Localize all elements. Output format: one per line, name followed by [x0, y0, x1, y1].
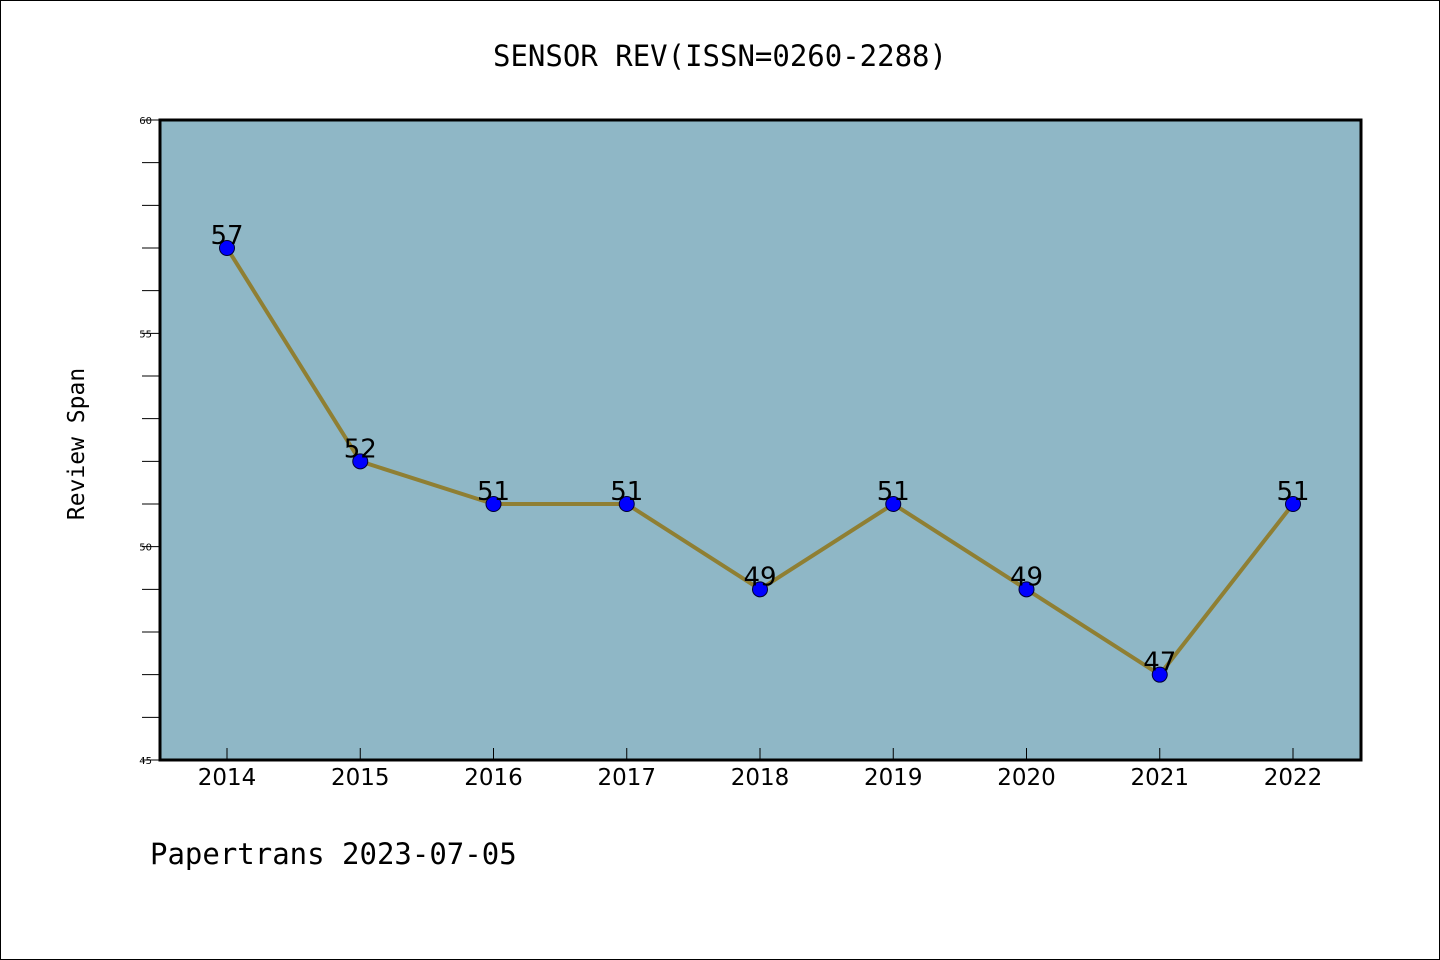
data-label: 51	[610, 477, 643, 507]
data-label: 51	[1276, 477, 1309, 507]
data-point	[885, 496, 902, 512]
x-tick-label: 2021	[1130, 765, 1189, 791]
x-tick-label: 2019	[864, 765, 923, 791]
data-label: 57	[210, 221, 243, 251]
y-tick-label: 60	[139, 116, 152, 127]
data-labels: 57 52 51 51 49 51 49 47 51	[210, 221, 1309, 678]
data-label: 47	[1143, 648, 1176, 678]
y-tick-label: 45	[139, 756, 152, 767]
data-point	[618, 496, 635, 512]
data-point	[485, 496, 502, 512]
x-tick-label: 2018	[731, 765, 790, 791]
y-minor-ticks	[142, 162, 160, 718]
footer-credit: Papertrans 2023-07-05	[150, 837, 517, 871]
data-label: 51	[877, 477, 910, 507]
x-tick-label: 2015	[331, 765, 390, 791]
x-axis: 2014 2015 2016 2017 2018 2019 2020 2021 2022	[198, 748, 1323, 791]
plot-border	[158, 118, 1363, 762]
chart-title: SENSOR REV(ISSN=0260-2288)	[493, 39, 947, 73]
y-tick-label: 55	[139, 329, 152, 340]
data-point	[352, 453, 369, 470]
data-point	[1285, 496, 1301, 512]
data-label: 49	[1010, 562, 1043, 592]
data-label: 52	[344, 434, 377, 464]
x-tick-label: 2016	[464, 765, 523, 791]
data-point	[752, 581, 768, 598]
data-markers	[219, 240, 1301, 683]
data-label: 51	[477, 477, 510, 507]
y-axis: 45 50 55 60	[139, 116, 160, 767]
y-axis-label: Review Span	[64, 368, 90, 520]
data-point	[219, 240, 235, 256]
x-tick-label: 2014	[198, 765, 257, 791]
x-tick-label: 2020	[997, 765, 1056, 791]
y-tick-label: 50	[139, 543, 152, 554]
data-point	[1151, 666, 1168, 683]
data-label: 49	[743, 562, 776, 592]
x-tick-label: 2022	[1264, 765, 1323, 791]
plot-area	[160, 120, 1361, 760]
data-point	[1018, 581, 1035, 598]
x-tick-label: 2017	[597, 765, 656, 791]
